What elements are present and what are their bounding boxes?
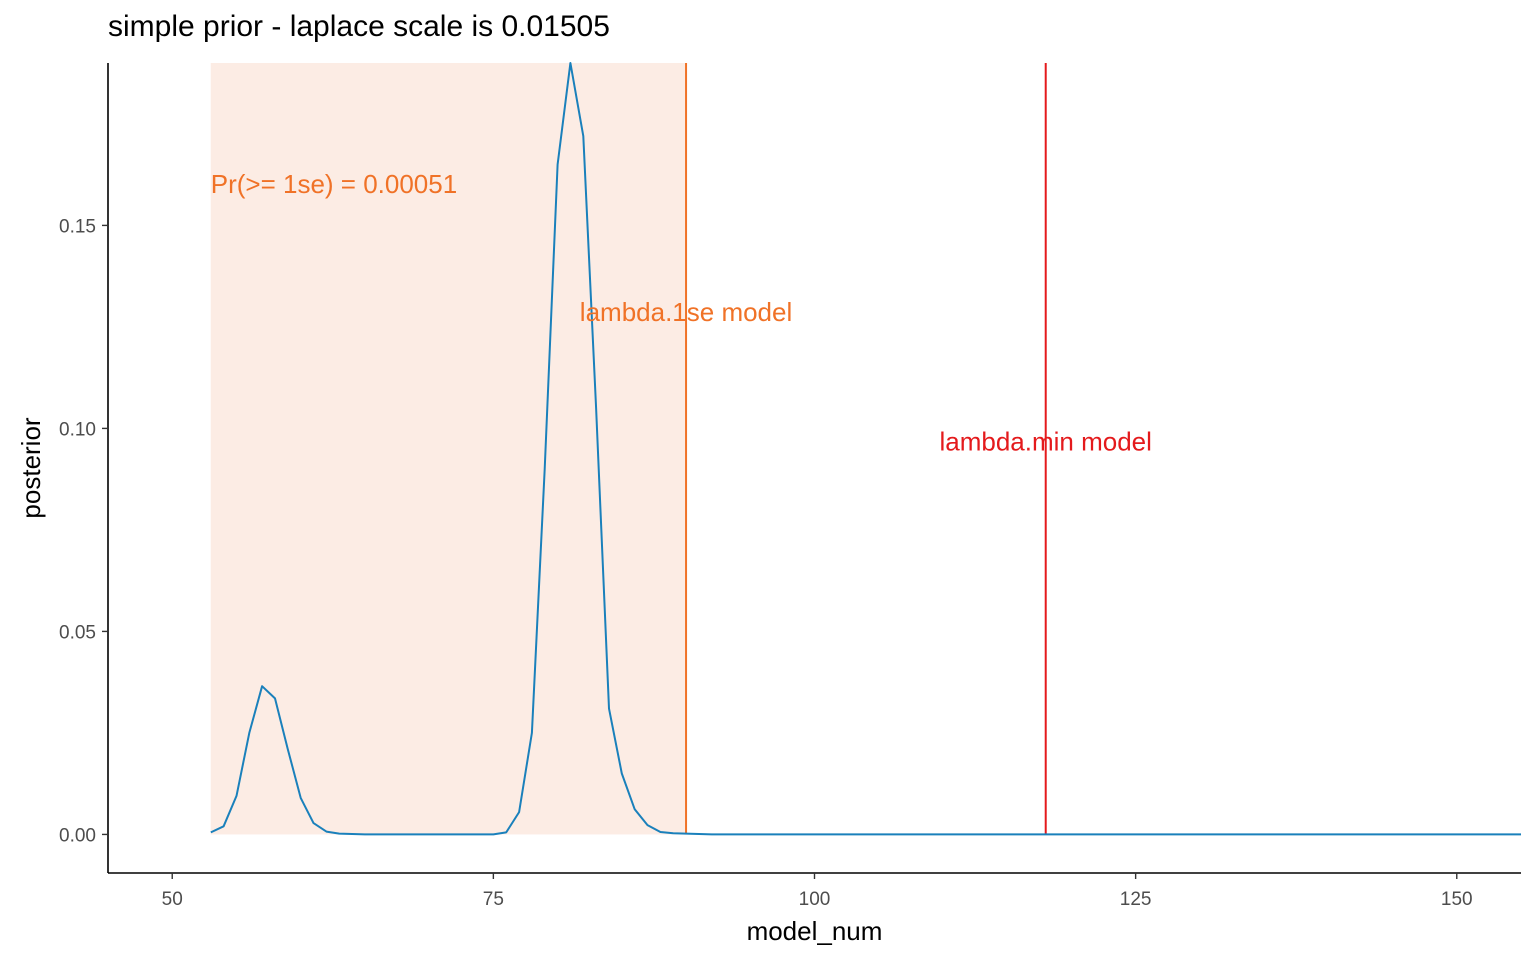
shaded-region-layer xyxy=(210,63,687,835)
series-layer xyxy=(210,62,1522,836)
y-tick-label: 0.05 xyxy=(59,622,96,643)
chart-title: simple prior - laplace scale is 0.01505 xyxy=(108,10,610,43)
series-line-0 xyxy=(210,62,1521,836)
vline-label-1se: lambda.1se model xyxy=(580,297,792,327)
annotation-layer: lambda.1se model lambda.min model Pr(>= 1s… xyxy=(211,169,1152,457)
y-axis-label: posterior xyxy=(16,417,46,518)
vline-layer xyxy=(685,63,1047,835)
shaded-region xyxy=(210,63,687,835)
x-tick-label: 100 xyxy=(799,889,831,910)
x-tick-label: 150 xyxy=(1441,889,1473,910)
x-tick-label: 50 xyxy=(162,889,183,910)
probability-annotation: Pr(>= 1se) = 0.00051 xyxy=(211,169,457,199)
y-tick-label: 0.00 xyxy=(59,825,96,846)
x-tick-label: 125 xyxy=(1120,889,1152,910)
vline-label-min: lambda.min model xyxy=(939,427,1151,457)
axes: 50 75 100 125 150 0.00 0.05 0.10 0.15 model_num po… xyxy=(16,63,1521,946)
x-tick-label: 75 xyxy=(483,889,504,910)
y-tick-label: 0.15 xyxy=(59,216,96,237)
x-axis-label: model_num xyxy=(747,916,883,946)
y-tick-label: 0.10 xyxy=(59,419,96,440)
